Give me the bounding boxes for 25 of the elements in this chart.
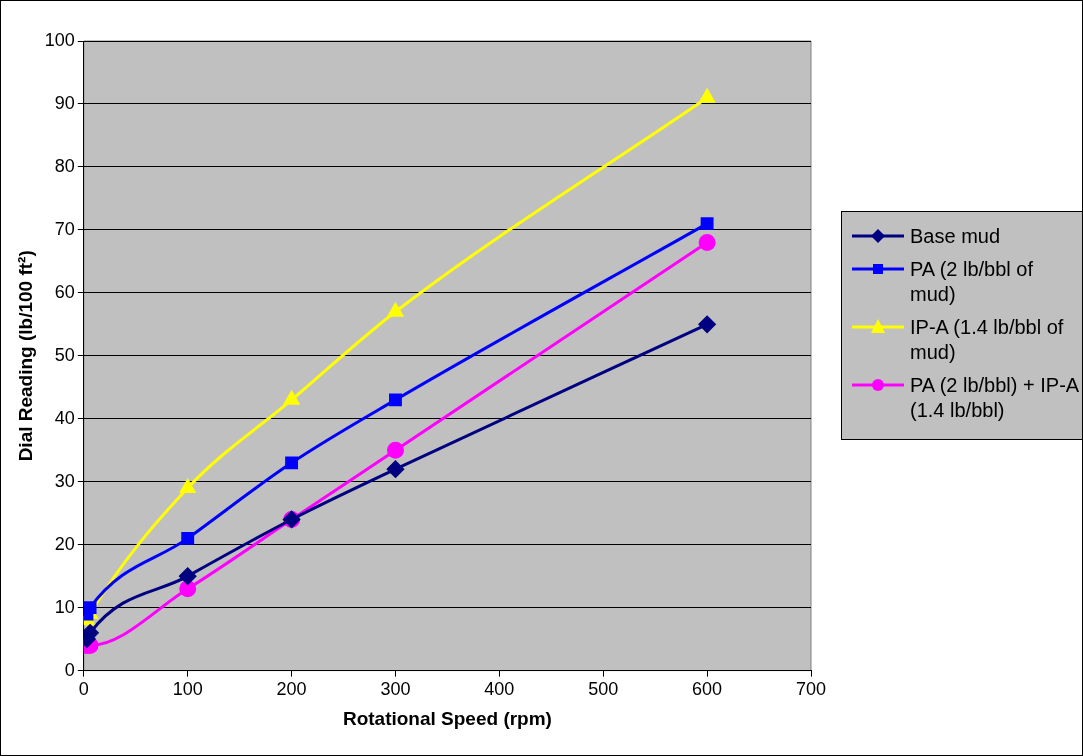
y-tick-label: 70 bbox=[54, 218, 75, 239]
legend-label: Base mud bbox=[910, 224, 1001, 249]
y-tick-label: 30 bbox=[54, 470, 75, 491]
x-tick-label: 0 bbox=[78, 679, 89, 700]
y-tick-label: 40 bbox=[54, 407, 75, 428]
y-tick-label: 80 bbox=[54, 155, 75, 176]
legend-label: PA (2 lb/bbl) + IP-A (1.4 lb/bbl) bbox=[910, 373, 1080, 423]
x-tick-label: 600 bbox=[692, 679, 723, 700]
x-tick-label: 200 bbox=[276, 679, 307, 700]
y-tick-label: 100 bbox=[44, 29, 75, 50]
x-tick-label: 400 bbox=[484, 679, 515, 700]
legend-label: IP-A (1.4 lb/bbl of mud) bbox=[910, 315, 1065, 365]
x-tick-label: 500 bbox=[588, 679, 619, 700]
y-tick-label: 10 bbox=[54, 596, 75, 617]
legend-label: PA (2 lb/bbl of mud) bbox=[910, 257, 1035, 307]
y-tick-label: 60 bbox=[54, 281, 75, 302]
y-tick-label: 90 bbox=[54, 92, 75, 113]
x-axis-title: Rotational Speed (rpm) bbox=[342, 707, 552, 729]
y-tick-label: 20 bbox=[54, 533, 75, 554]
y-tick-label: 0 bbox=[64, 659, 75, 680]
x-tick-label: 300 bbox=[380, 679, 411, 700]
y-tick-label: 50 bbox=[54, 344, 75, 365]
x-tick-label: 100 bbox=[172, 679, 203, 700]
x-tick-label: 700 bbox=[795, 679, 827, 700]
y-axis-title: Dial Reading (lb/100 ft²) bbox=[14, 250, 36, 462]
